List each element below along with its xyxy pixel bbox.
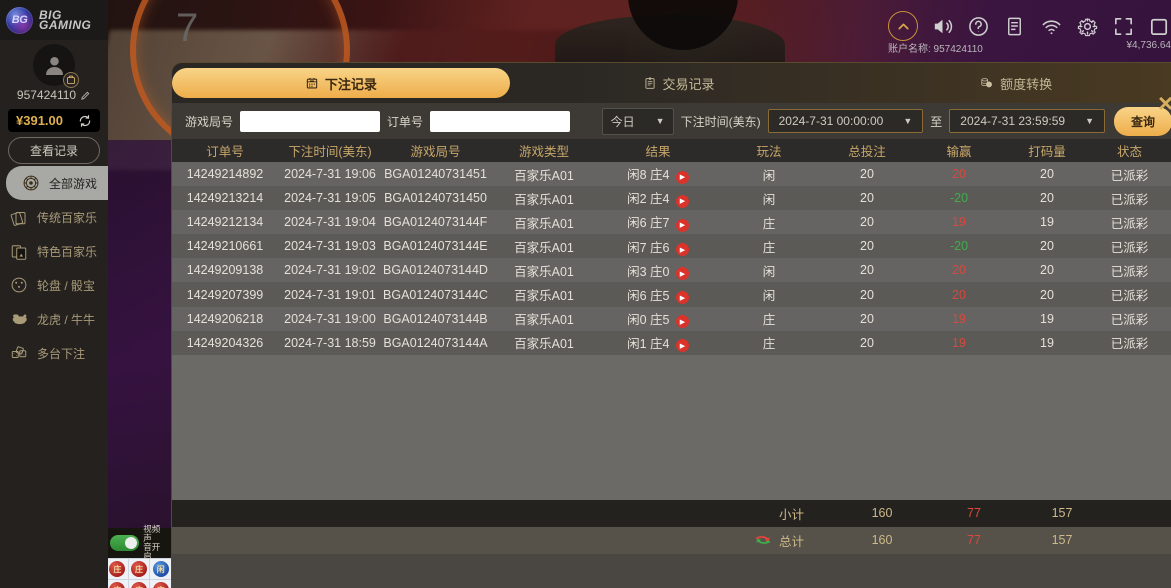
svg-text:$: $	[988, 83, 990, 87]
